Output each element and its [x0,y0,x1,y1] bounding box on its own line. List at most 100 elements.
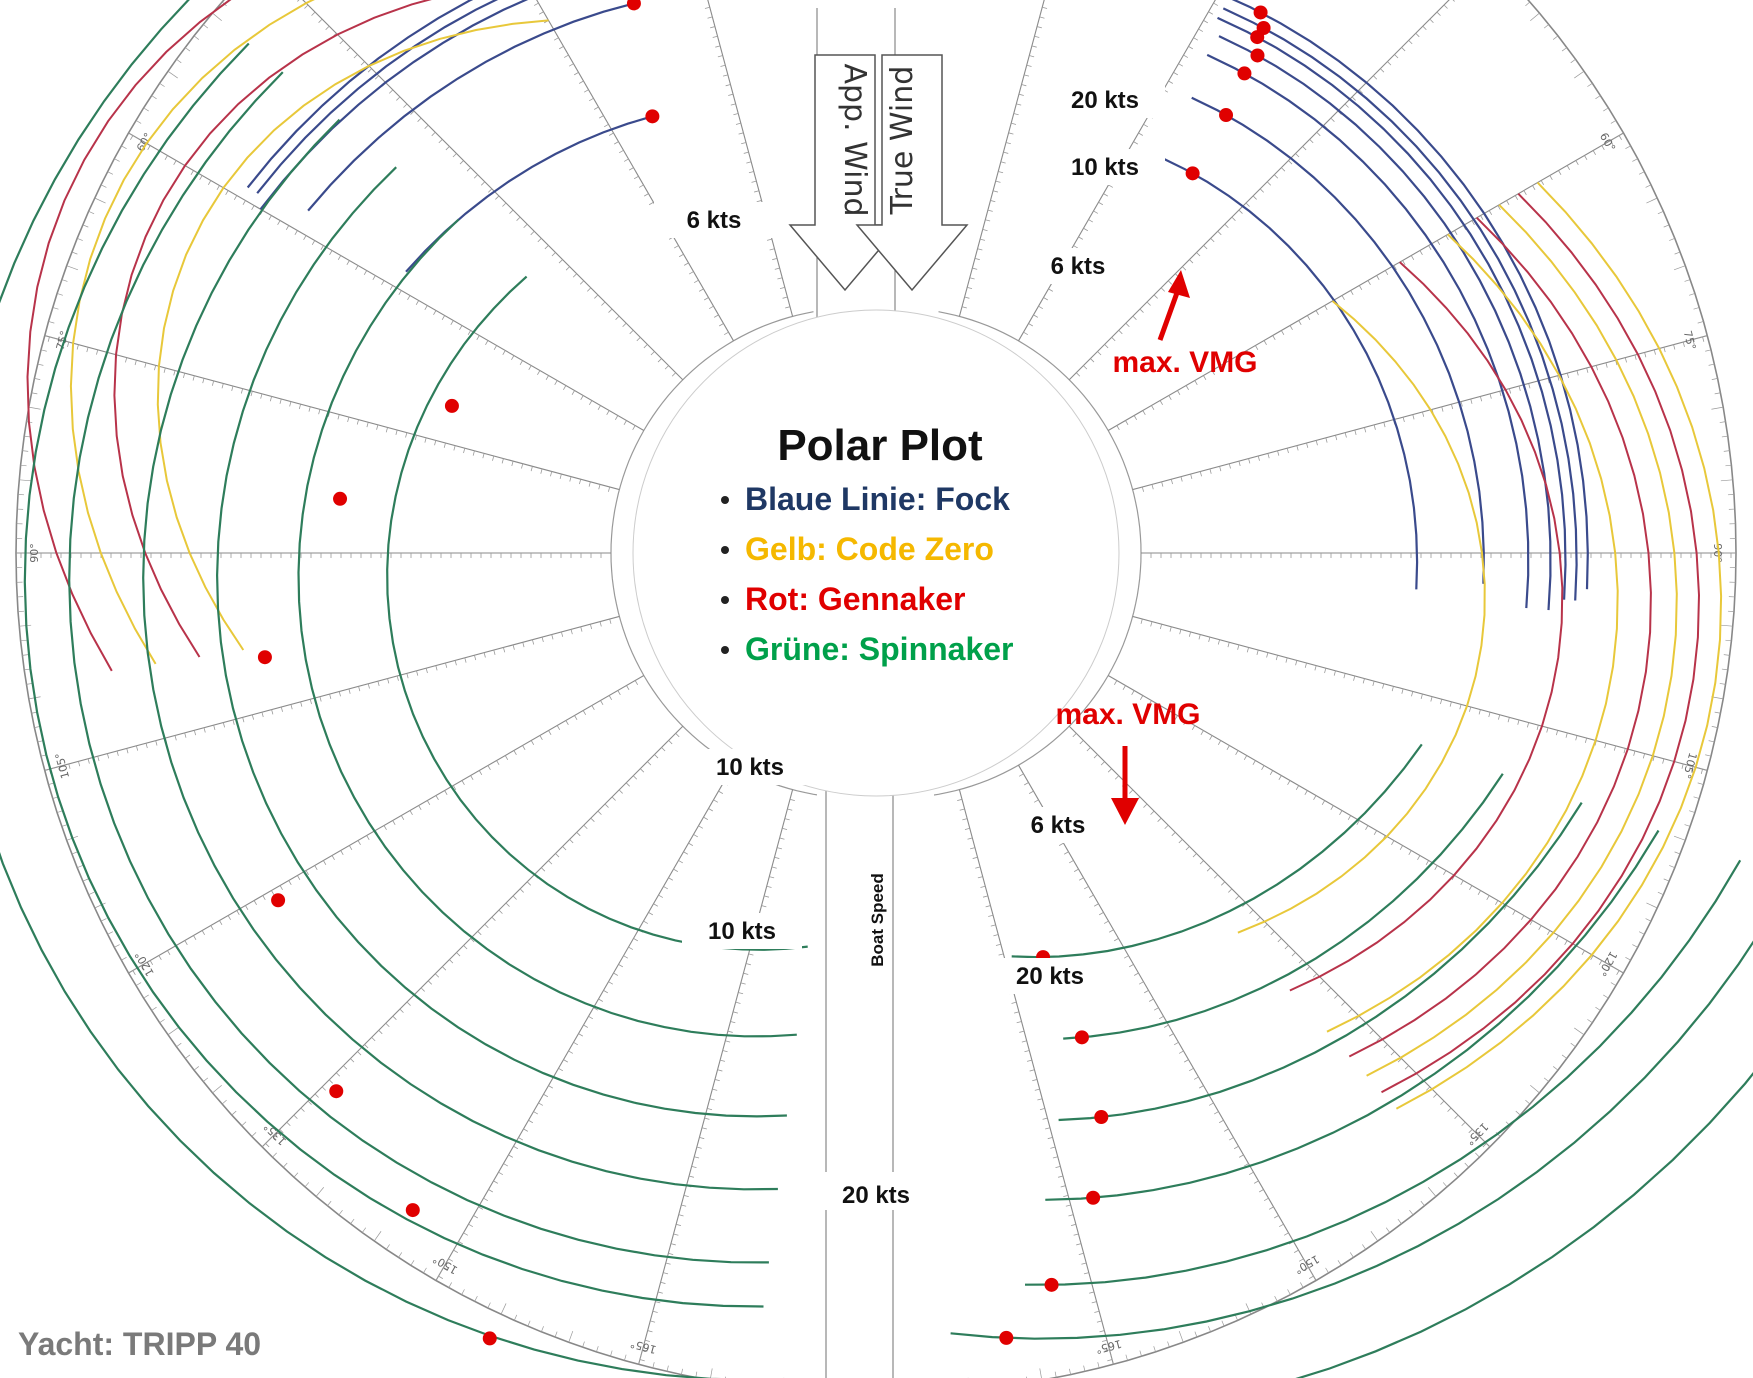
jib-curve-right-16 [1222,7,1578,601]
angle-tick-right-120: 120° [1595,949,1620,978]
apparent-wind-arrow-label: App. Wind [837,63,872,216]
left-spoke-165 [638,789,794,1365]
speed-label-20kts-bottom: 20 kts [810,1172,935,1210]
reach-curve-right-20 [1395,181,1723,1110]
vmg-down-app-20 [482,1331,497,1346]
vmg-up-true-16 [1256,21,1271,36]
speed-label-20kts-text: 20 kts [842,1182,910,1209]
vmg-up-app-10 [626,0,641,11]
jib-curve-right-10 [1206,53,1530,609]
vmg-down-app-16 [405,1203,420,1218]
speed-label-7: 20 kts [990,958,1110,994]
speed-label-3: 6 kts [1018,248,1138,284]
jib-curve-left-20 [246,0,474,189]
angle-tick-right-150: 150° [1292,1252,1321,1277]
vmg-up-true-10 [1237,66,1252,81]
spinnaker-curve-left-14 [68,71,769,1264]
speed-label-4: 10 kts [690,749,810,785]
max-vmg-downwind: max. VMG [1055,698,1201,825]
max-vmg-upwind-arrow-shaft [1157,289,1181,341]
vmg-down-app-14 [329,1084,344,1099]
max-vmg-upwind-label: max. VMG [1112,346,1257,379]
spinnaker-curve-right-10 [1058,801,1583,1122]
speed-label-text-7: 20 kts [1016,963,1084,990]
chart-title: Polar Plot [777,421,983,470]
reach-curve-right-12 [1348,216,1652,1058]
legend-item-gennaker: Rot: Gennaker [745,581,965,617]
reach-curve-right-6 [1237,300,1486,934]
vmg-up-true-8 [1219,108,1234,123]
spinnaker-curve-right-8 [1063,773,1504,1040]
spinnaker-curve-left-20 [0,0,722,1378]
true-wind-arrow-label: True Wind [885,66,920,216]
spinnaker-curve-right-14 [1024,859,1742,1286]
legend-bullet-jib [721,496,729,504]
speed-label-1: 10 kts [1045,149,1165,185]
spinnaker-curve-left-12 [142,118,778,1191]
left-spoke-105 [44,615,620,771]
vmg-down-true-14 [1044,1277,1059,1292]
true-wind-arrow: True Wind [855,54,969,292]
left-spoke-75 [44,335,620,491]
speed-label-0: 20 kts [1045,82,1165,118]
max-vmg-upwind: max. VMG [1112,270,1258,379]
left-spoke-45 [302,0,684,381]
spinnaker-curve-right-20 [1295,1072,1753,1378]
legend-item-spinnaker: Grüne: Spinnaker [745,631,1014,667]
spinnaker-curve-left-6 [386,275,808,951]
angle-tick-right-90: 90° [1711,543,1724,563]
angle-tick-right-75: 75° [1681,329,1699,351]
vmg-up-true-12 [1250,48,1265,63]
max-vmg-downwind-label: max. VMG [1055,698,1200,731]
vmg-down-app-12 [271,893,286,908]
reach-curve-right-14 [1366,204,1678,1077]
speed-label-text-5: 6 kts [1031,812,1086,839]
jib-curve-right-14 [1217,16,1567,600]
angle-tick-left-90: 90° [28,543,41,563]
left-spoke-30 [536,0,734,342]
angle-tick-left-60: 60° [134,131,155,154]
vmg-up-app-6 [645,109,660,124]
right-spoke-75 [1132,335,1708,491]
reach-curve-left-2 [69,0,315,665]
speed-label-text-1: 10 kts [1071,154,1139,181]
speed-label-text-0: 20 kts [1071,87,1139,114]
max-vmg-downwind-arrow-head [1111,798,1139,825]
right-inner-boundary [895,311,1142,799]
vmg-up-true-20 [1253,5,1268,20]
vmg-down-true-8 [1074,1030,1089,1045]
angle-tick-left-165: 165° [629,1337,658,1356]
reach-curve-left-3 [26,0,232,672]
vmg-up-true-6 [1185,166,1200,181]
right-spoke-15 [958,0,1045,317]
jib-curve-left-10 [307,2,635,212]
reach-curve-right-8 [1289,261,1564,992]
jib-curve-right-8 [1191,96,1485,584]
speed-label-text-2: 6 kts [687,207,742,234]
vmg-markers [257,0,1271,1346]
angle-tick-right-60: 60° [1597,131,1618,154]
jib-curve-left-16 [256,0,499,194]
angle-tick-left-150: 150° [431,1252,460,1277]
vmg-down-true-12 [1086,1190,1101,1205]
right-spoke-120 [1107,675,1624,974]
right-spoke-60 [1107,132,1624,431]
boat-speed-label: Boat Speed [868,873,887,967]
spinnaker-curve-left-10 [215,166,787,1118]
center-disc [632,309,1120,797]
speed-label-6: 10 kts [682,913,802,949]
speed-label-5: 6 kts [998,807,1118,843]
annotations: App. Wind True Wind 20 kts 10 kts 6 kts 6 kts… [18,54,1258,1362]
spinnaker-curve-right-16 [950,940,1753,1340]
angle-tick-right-165: 165° [1094,1337,1123,1356]
legend-item-code-zero: Gelb: Code Zero [745,531,994,567]
speed-label-text-6: 10 kts [708,918,776,945]
legend-bullet-gennaker [721,596,729,604]
right-spoke-45 [1068,0,1450,381]
vmg-down-app-8 [333,491,348,506]
spinnaker-curve-left-16 [23,42,764,1308]
right-spoke-105 [1132,615,1708,771]
jib-curve-right-12 [1218,35,1552,611]
speed-label-2: 6 kts [654,202,774,238]
